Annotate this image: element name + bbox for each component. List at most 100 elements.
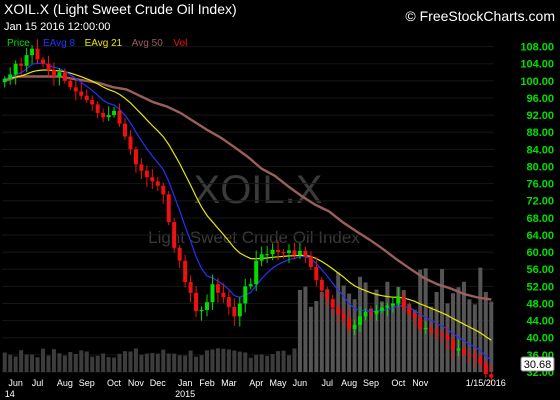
volume-bar [199, 355, 204, 372]
eavg21-line [4, 69, 492, 341]
x-tick-label: Aug [57, 378, 73, 388]
volume-bar [265, 355, 270, 372]
volume-bar [106, 357, 111, 372]
x-tick-label: Nov [412, 378, 429, 388]
candle-body [297, 250, 302, 256]
x-tick-label: Feb [199, 378, 215, 388]
candle-body [483, 363, 488, 375]
legend-entry: EAvg 8 [43, 38, 75, 49]
candle-body [489, 374, 494, 378]
candle-body [287, 250, 291, 253]
volume-bar [319, 292, 324, 372]
candle-body [418, 318, 423, 330]
candle-body [407, 307, 412, 315]
candle-body [259, 254, 264, 261]
chart-datetime: Jan 15 2016 12:00:00 [4, 21, 110, 33]
candle-body [243, 286, 248, 304]
x-tick-label: Nov [128, 378, 145, 388]
candle-body [467, 354, 472, 356]
volume-bar [440, 268, 445, 372]
volume-bar [467, 299, 472, 372]
x-tick-label: Mar [221, 378, 237, 388]
volume-bar [390, 304, 395, 372]
y-tick-label: 68.00 [526, 213, 554, 225]
candle-body [369, 312, 373, 315]
candle-body [51, 70, 56, 77]
candle-body [183, 260, 188, 283]
volume-bar [292, 348, 297, 372]
volume-bar [13, 356, 18, 372]
legend: Price EAvg 8 EAvg 21 Avg 50 Vol [7, 38, 187, 49]
volume-bar [308, 306, 313, 372]
candle-body [68, 80, 73, 88]
candle-body [177, 247, 182, 261]
volume-bar [489, 301, 494, 372]
last-price-box [520, 356, 555, 372]
volume-bar [117, 353, 122, 372]
candle-body [265, 254, 270, 256]
y-tick-label: 104.00 [520, 59, 554, 71]
candle-body [270, 249, 275, 255]
volume-bar [30, 354, 35, 372]
candle-body [84, 95, 89, 101]
volume-bar [451, 293, 455, 372]
candle-body [215, 284, 220, 293]
volume-bar [478, 267, 483, 372]
candle-body [451, 339, 455, 351]
volume-bar [139, 354, 144, 372]
candle-body [390, 303, 395, 306]
volume-bar [472, 304, 477, 372]
volume-bar [150, 353, 155, 372]
volume-bar [401, 290, 406, 372]
volume-bar [144, 353, 149, 372]
volume-bar [68, 351, 73, 372]
y-tick-label: 88.00 [526, 127, 554, 139]
volume-bar [352, 299, 357, 372]
candle-body [30, 48, 35, 56]
candle-body [199, 309, 204, 312]
volume-bar [2, 352, 7, 372]
volume-bar [112, 357, 117, 372]
candle-body [336, 307, 341, 315]
candle-body [90, 100, 95, 105]
candle-body [374, 310, 379, 315]
candle-body [319, 279, 324, 291]
candle-body [172, 222, 177, 248]
candle-body [95, 104, 100, 113]
volume-bar [177, 355, 182, 372]
volume-bar [281, 350, 286, 372]
candle-body [303, 250, 308, 257]
candle-body [139, 164, 144, 171]
volume-bar [461, 281, 466, 372]
volume-bar [24, 354, 29, 372]
candle-body [472, 354, 477, 358]
candle-body [254, 260, 259, 285]
legend-entry: EAvg 21 [85, 38, 123, 49]
candle-body [117, 110, 122, 124]
candle-body [226, 297, 231, 307]
candle-body [41, 59, 45, 64]
volume-bar [385, 281, 390, 372]
candle-body [423, 327, 428, 330]
candle-body [133, 149, 138, 165]
x-tick-label: Dec [150, 378, 167, 388]
volume-bar [369, 308, 373, 372]
x-axis: Jun Jul Aug Sep Oct Nov Dec Jan Feb Mar Apr May Jun J… [5, 378, 506, 399]
volume-bar [243, 352, 248, 372]
x-tick-label: May [270, 378, 288, 388]
price-candles [2, 39, 494, 385]
candle-body [396, 297, 401, 304]
volume-bar [363, 282, 368, 372]
x-tick-label: Sep [79, 378, 95, 388]
candle-body [205, 302, 209, 310]
y-tick-label: 92.00 [526, 110, 554, 122]
y-tick-label: 56.00 [526, 264, 554, 276]
x-tick-label: Oct [107, 378, 122, 388]
y-axis: 108.00 104.00 100.00 96.00 92.00 88.00 84.00 80… [520, 42, 554, 379]
volume-bar [276, 351, 281, 372]
candle-body [237, 303, 242, 317]
candle-body [440, 333, 445, 336]
volume-bar [51, 349, 56, 372]
y-tick-label: 60.00 [526, 247, 554, 259]
